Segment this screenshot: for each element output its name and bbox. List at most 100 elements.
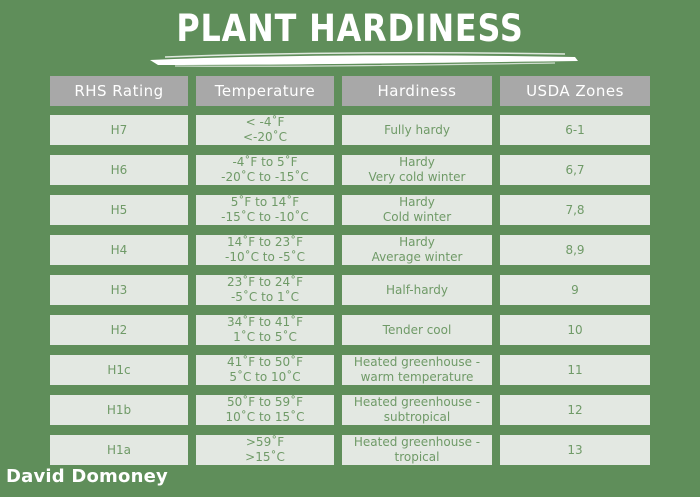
rhs-rating-cell-line: H2 xyxy=(110,322,128,337)
page-title: PLANT HARDINESS xyxy=(176,7,524,50)
rhs-rating-cell: H6 xyxy=(50,155,188,185)
usda-zones-cell-line: 9 xyxy=(571,282,579,297)
temperature-cell-line: >15˚C xyxy=(245,450,285,464)
temperature-cell-line: 14˚F to 23˚F xyxy=(226,235,304,249)
temperature-cell-line: 41˚F to 50˚F xyxy=(226,355,304,369)
header-rhs-rating: RHS Rating xyxy=(50,76,188,106)
temperature-cell-line: -20˚C to -15˚C xyxy=(221,170,309,184)
usda-zones-cell: 8,9 xyxy=(500,235,650,265)
rhs-rating-cell: H1a xyxy=(50,435,188,465)
hardiness-cell-line: tropical xyxy=(394,450,440,464)
temperature-cell: 34˚F to 41˚F 1˚C to 5˚C xyxy=(196,315,334,345)
usda-zones-cell-line: 7,8 xyxy=(565,202,585,217)
header-usda-zones: USDA Zones xyxy=(500,76,650,106)
temperature-cell: 5˚F to 14˚F -15˚C to -10˚C xyxy=(196,195,334,225)
rhs-rating-cell-line: H1b xyxy=(106,402,132,417)
temperature-cell-line: >59˚F xyxy=(245,435,285,449)
table-header: RHS Rating Temperature Hardiness USDA Zo… xyxy=(50,76,650,106)
usda-zones-cell-line: 6,7 xyxy=(565,162,585,177)
rhs-rating-cell: H3 xyxy=(50,275,188,305)
table-body: H7 < -4˚F <-20˚C Fully hardy 6-1 H6 -4˚F to 5˚… xyxy=(50,115,650,475)
rhs-rating-cell-line: H6 xyxy=(110,162,128,177)
hardiness-cell-line: Heated greenhouse - xyxy=(353,435,481,449)
hardiness-cell-line: Hardy xyxy=(399,235,435,249)
temperature-cell: >59˚F >15˚C xyxy=(196,435,334,465)
hardiness-cell-line: Half-hardy xyxy=(385,282,448,297)
hardiness-cell-line: Hardy xyxy=(399,195,435,209)
usda-zones-cell: 10 xyxy=(500,315,650,345)
usda-zones-cell-line: 6-1 xyxy=(565,122,585,137)
hardiness-cell-line: Heated greenhouse - xyxy=(353,355,481,369)
table-row: H4 14˚F to 23˚F -10˚C to -5˚C Hardy Average … xyxy=(50,235,650,265)
usda-zones-cell: 12 xyxy=(500,395,650,425)
rhs-rating-cell-line: H4 xyxy=(110,242,128,257)
temperature-cell-line: 5˚C to 10˚C xyxy=(229,370,301,384)
temperature-cell: 50˚F to 59˚F 10˚C to 15˚C xyxy=(196,395,334,425)
temperature-cell-line: 5˚F to 14˚F xyxy=(230,195,300,209)
table-row: H1b 50˚F to 59˚F 10˚C to 15˚C Heated greenh… xyxy=(50,395,650,425)
temperature-cell: 23˚F to 24˚F -5˚C to 1˚C xyxy=(196,275,334,305)
rhs-rating-cell-line: H1c xyxy=(107,362,131,377)
rhs-rating-cell: H1c xyxy=(50,355,188,385)
header-temperature: Temperature xyxy=(196,76,334,106)
usda-zones-cell: 7,8 xyxy=(500,195,650,225)
table-row: H1c 41˚F to 50˚F 5˚C to 10˚C Heated greenho… xyxy=(50,355,650,385)
temperature-cell-line: -4˚F to 5˚F xyxy=(232,155,298,169)
hardiness-cell-line: Fully hardy xyxy=(384,122,450,137)
table-row: H6 -4˚F to 5˚F -20˚C to -15˚C Hardy Very col… xyxy=(50,155,650,185)
hardiness-cell-line: Tender cool xyxy=(382,322,452,337)
hardiness-cell: Heated greenhouse - subtropical xyxy=(342,395,492,425)
usda-zones-cell-line: 8,9 xyxy=(565,242,585,257)
hardiness-cell: Tender cool xyxy=(342,315,492,345)
hardiness-cell-line: warm temperature xyxy=(360,370,474,384)
usda-zones-cell: 6,7 xyxy=(500,155,650,185)
usda-zones-cell-line: 12 xyxy=(567,402,583,417)
rhs-rating-cell: H4 xyxy=(50,235,188,265)
rhs-rating-cell-line: H1a xyxy=(106,442,131,457)
table-row: H1a >59˚F >15˚C Heated greenhouse - tropical… xyxy=(50,435,650,465)
rhs-rating-cell: H7 xyxy=(50,115,188,145)
hardiness-cell: Heated greenhouse - tropical xyxy=(342,435,492,465)
hardiness-cell-line: Hardy xyxy=(399,155,435,169)
hardiness-cell-line: Very cold winter xyxy=(368,170,466,184)
usda-zones-cell: 9 xyxy=(500,275,650,305)
rhs-rating-cell-line: H5 xyxy=(110,202,128,217)
hardiness-cell: Fully hardy xyxy=(342,115,492,145)
table-row: H2 34˚F to 41˚F 1˚C to 5˚C Tender cool 10 xyxy=(50,315,650,345)
hardiness-cell: Heated greenhouse - warm temperature xyxy=(342,355,492,385)
temperature-cell: < -4˚F <-20˚C xyxy=(196,115,334,145)
hardiness-cell: Hardy Very cold winter xyxy=(342,155,492,185)
signature-logo: David Domoney xyxy=(6,466,168,487)
temperature-cell: 41˚F to 50˚F 5˚C to 10˚C xyxy=(196,355,334,385)
table-row: H7 < -4˚F <-20˚C Fully hardy 6-1 xyxy=(50,115,650,145)
temperature-cell-line: -5˚C to 1˚C xyxy=(230,290,300,304)
temperature-cell-line: 23˚F to 24˚F xyxy=(226,275,304,289)
brush-stroke-divider xyxy=(150,52,578,67)
header-hardiness: Hardiness xyxy=(342,76,492,106)
temperature-cell-line: -10˚C to -5˚C xyxy=(225,250,305,264)
usda-zones-cell: 13 xyxy=(500,435,650,465)
temperature-cell-line: < -4˚F xyxy=(245,115,285,129)
temperature-cell-line: 10˚C to 15˚C xyxy=(225,410,305,424)
hardiness-cell: Half-hardy xyxy=(342,275,492,305)
temperature-cell: 14˚F to 23˚F -10˚C to -5˚C xyxy=(196,235,334,265)
rhs-rating-cell-line: H7 xyxy=(110,122,128,137)
usda-zones-cell-line: 11 xyxy=(567,362,583,377)
hardiness-cell: Hardy Average winter xyxy=(342,235,492,265)
hardiness-cell: Hardy Cold winter xyxy=(342,195,492,225)
rhs-rating-cell: H2 xyxy=(50,315,188,345)
table-row: H5 5˚F to 14˚F -15˚C to -10˚C Hardy Cold win… xyxy=(50,195,650,225)
usda-zones-cell: 6-1 xyxy=(500,115,650,145)
hardiness-cell-line: subtropical xyxy=(383,410,451,424)
temperature-cell-line: 50˚F to 59˚F xyxy=(226,395,304,409)
rhs-rating-cell-line: H3 xyxy=(110,282,128,297)
hardiness-cell-line: Heated greenhouse - xyxy=(353,395,481,409)
rhs-rating-cell: H5 xyxy=(50,195,188,225)
rhs-rating-cell: H1b xyxy=(50,395,188,425)
temperature-cell-line: <-20˚C xyxy=(242,130,288,144)
usda-zones-cell-line: 10 xyxy=(567,322,583,337)
hardiness-cell-line: Cold winter xyxy=(382,210,452,224)
usda-zones-cell: 11 xyxy=(500,355,650,385)
usda-zones-cell-line: 13 xyxy=(567,442,583,457)
table-row: H3 23˚F to 24˚F -5˚C to 1˚C Half-hardy 9 xyxy=(50,275,650,305)
